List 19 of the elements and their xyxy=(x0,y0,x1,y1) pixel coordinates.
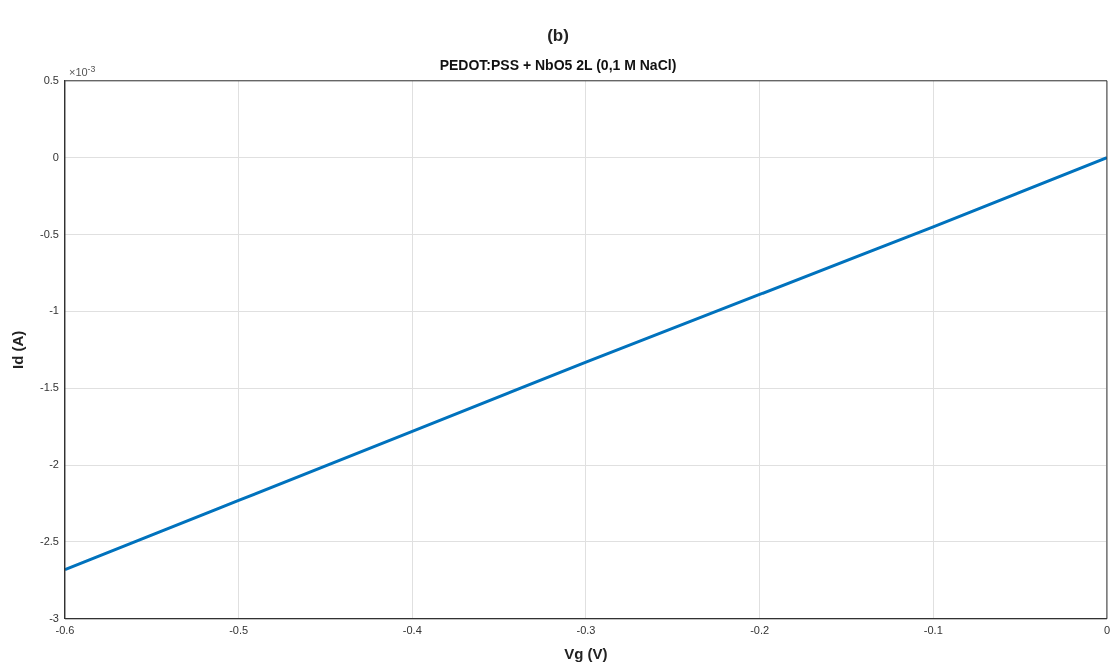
y-tick-label: 0 xyxy=(52,150,59,163)
y-axis-title: Id (A) xyxy=(9,330,27,369)
y-tick-label: -3 xyxy=(49,611,59,624)
x-tick-label: -0.6 xyxy=(55,624,75,637)
y-tick-label: -2.5 xyxy=(39,534,59,547)
x-tick-label: -0.1 xyxy=(923,624,943,637)
y-tick-label: -0.5 xyxy=(39,227,59,240)
text: (b) xyxy=(546,26,570,46)
x-tick-label: -0.2 xyxy=(750,624,770,637)
x-tick-label: -0.5 xyxy=(229,624,249,637)
y-tick-label: -1 xyxy=(49,304,59,317)
y-tick-label: 0.5 xyxy=(43,73,59,86)
x-tick-label: -0.3 xyxy=(576,624,596,637)
y-tick-label: -2 xyxy=(49,458,59,471)
x-axis-title: Vg (V) xyxy=(564,645,608,663)
x-tick-label: -0.4 xyxy=(402,624,422,637)
y-tick-label: -1.5 xyxy=(39,381,59,394)
x-tick-label: 0 xyxy=(1103,624,1110,637)
chart-title: PEDOT:PSS + NbO5 2L (0,1 M NaCl) xyxy=(439,57,677,74)
